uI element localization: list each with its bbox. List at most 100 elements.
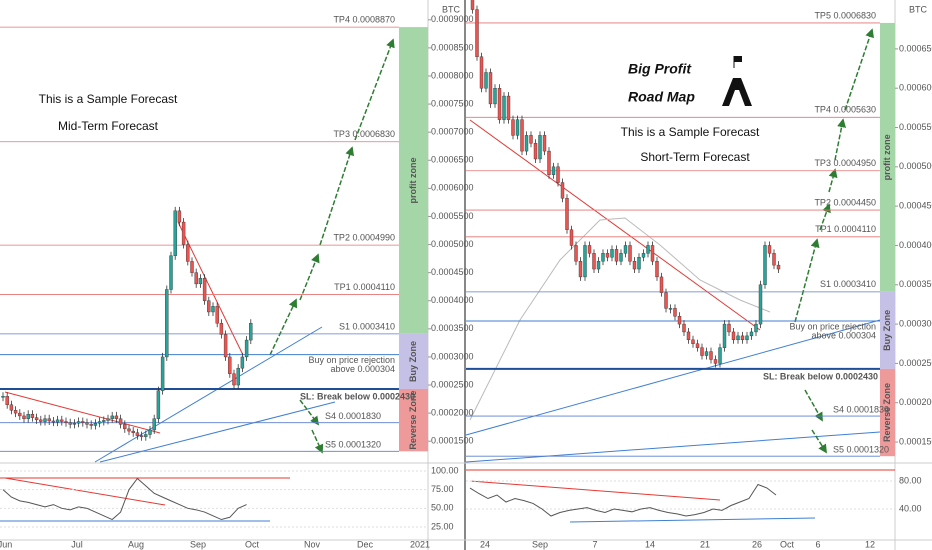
y-tick-label: 0.0001500 — [899, 436, 932, 446]
candle — [749, 331, 754, 337]
level-label: TP4 0.0008870 — [333, 14, 395, 24]
profit-zone-label: profit zone — [408, 157, 418, 203]
oscillator — [2, 477, 247, 521]
trendline — [99, 401, 336, 463]
candle — [152, 418, 156, 431]
level-label: SL: Break below 0.0002430 — [300, 391, 415, 401]
candle — [691, 339, 695, 344]
candle — [533, 143, 538, 160]
candle — [551, 166, 556, 175]
note: Mid-Term Forecast — [58, 119, 159, 133]
x-tick-label: Aug — [128, 539, 144, 549]
candle — [85, 422, 89, 425]
y-tick-label: 0.0004500 — [431, 267, 474, 277]
candle — [131, 430, 135, 433]
candle — [194, 272, 198, 285]
level-label: S5 0.0001320 — [325, 440, 381, 450]
note: This is a Sample Forecast — [621, 125, 760, 139]
candle — [529, 135, 533, 144]
candle — [578, 260, 583, 278]
x-tick-label: Sep — [190, 539, 206, 549]
currency-badge: BTC — [909, 4, 928, 14]
x-tick-label: 7 — [592, 539, 597, 549]
level-label: S1 0.0003410 — [339, 321, 395, 331]
moving-average — [469, 217, 771, 421]
candle — [160, 356, 165, 391]
candle — [215, 306, 219, 324]
candle — [628, 245, 632, 262]
candle — [632, 260, 637, 270]
candle — [198, 278, 203, 285]
y-tick-label: 0.0003500 — [431, 323, 474, 333]
x-tick-label: Nov — [304, 539, 321, 549]
x-tick-label: Jul — [71, 539, 83, 549]
y-tick-label: 0.0002500 — [431, 379, 474, 389]
candle — [177, 210, 182, 223]
candle — [614, 249, 619, 262]
candle — [520, 119, 524, 152]
y-tick-label: 0.0001500 — [431, 436, 474, 446]
candle — [542, 135, 547, 152]
y-tick-label: 0.0003500 — [899, 279, 932, 289]
candle — [740, 335, 745, 341]
y-tick-label: 0.0006500 — [431, 155, 474, 165]
candle — [47, 418, 51, 422]
candle — [493, 88, 497, 105]
candle — [655, 260, 659, 278]
candle — [156, 390, 161, 419]
candle — [592, 253, 596, 270]
x-tick-label: Sep — [532, 539, 548, 549]
forecast-arrows — [269, 28, 874, 454]
trendline — [94, 326, 323, 463]
candle — [72, 423, 77, 425]
level-label: S4 0.0001830 — [325, 411, 381, 421]
candle — [97, 421, 102, 424]
candle — [68, 422, 72, 425]
osc-tick-label: 100.00 — [431, 465, 459, 475]
candle — [727, 323, 731, 333]
x-tick-label: Jun — [0, 539, 12, 549]
road-icon — [722, 56, 752, 106]
candle — [232, 373, 236, 386]
candle — [565, 198, 569, 230]
candle — [767, 245, 772, 254]
y-tick-label: 0.0005000 — [431, 239, 474, 249]
y-tick-label: 0.0004500 — [899, 201, 932, 211]
candle — [569, 229, 574, 246]
candle — [181, 221, 186, 245]
candle — [605, 253, 610, 258]
candle — [497, 88, 502, 120]
candle — [102, 420, 106, 422]
note: This is a Sample Forecast — [39, 92, 178, 106]
x-tick-label: Dec — [357, 539, 374, 549]
level-label: TP2 0.0004990 — [333, 232, 395, 242]
candle — [677, 316, 682, 325]
candle — [560, 182, 565, 199]
buy-label: Buy on price rejection — [308, 355, 395, 365]
y-tick-label: 0.0007000 — [431, 127, 474, 137]
candle — [18, 412, 22, 417]
candle — [55, 419, 60, 423]
candle — [244, 339, 249, 358]
candle — [118, 418, 123, 425]
profit-zone-label: profit zone — [882, 134, 892, 180]
candle — [686, 331, 691, 341]
y-tick-label: 0.0003000 — [899, 318, 932, 328]
candle — [502, 95, 506, 120]
candle — [772, 253, 776, 266]
candle — [9, 404, 14, 411]
zone — [399, 333, 428, 389]
candle — [776, 264, 781, 270]
candle — [219, 323, 224, 335]
candle — [236, 367, 240, 386]
osc-tick-label: 25.00 — [431, 521, 454, 531]
oscillator — [469, 483, 777, 517]
y-tick-label: 0.0005500 — [899, 122, 932, 132]
level-label: TP5 0.0006830 — [814, 10, 876, 20]
x-tick-label: 21 — [700, 539, 710, 549]
osc-line — [569, 517, 816, 523]
candle — [240, 356, 245, 369]
candle — [745, 335, 749, 341]
candle — [26, 414, 30, 419]
